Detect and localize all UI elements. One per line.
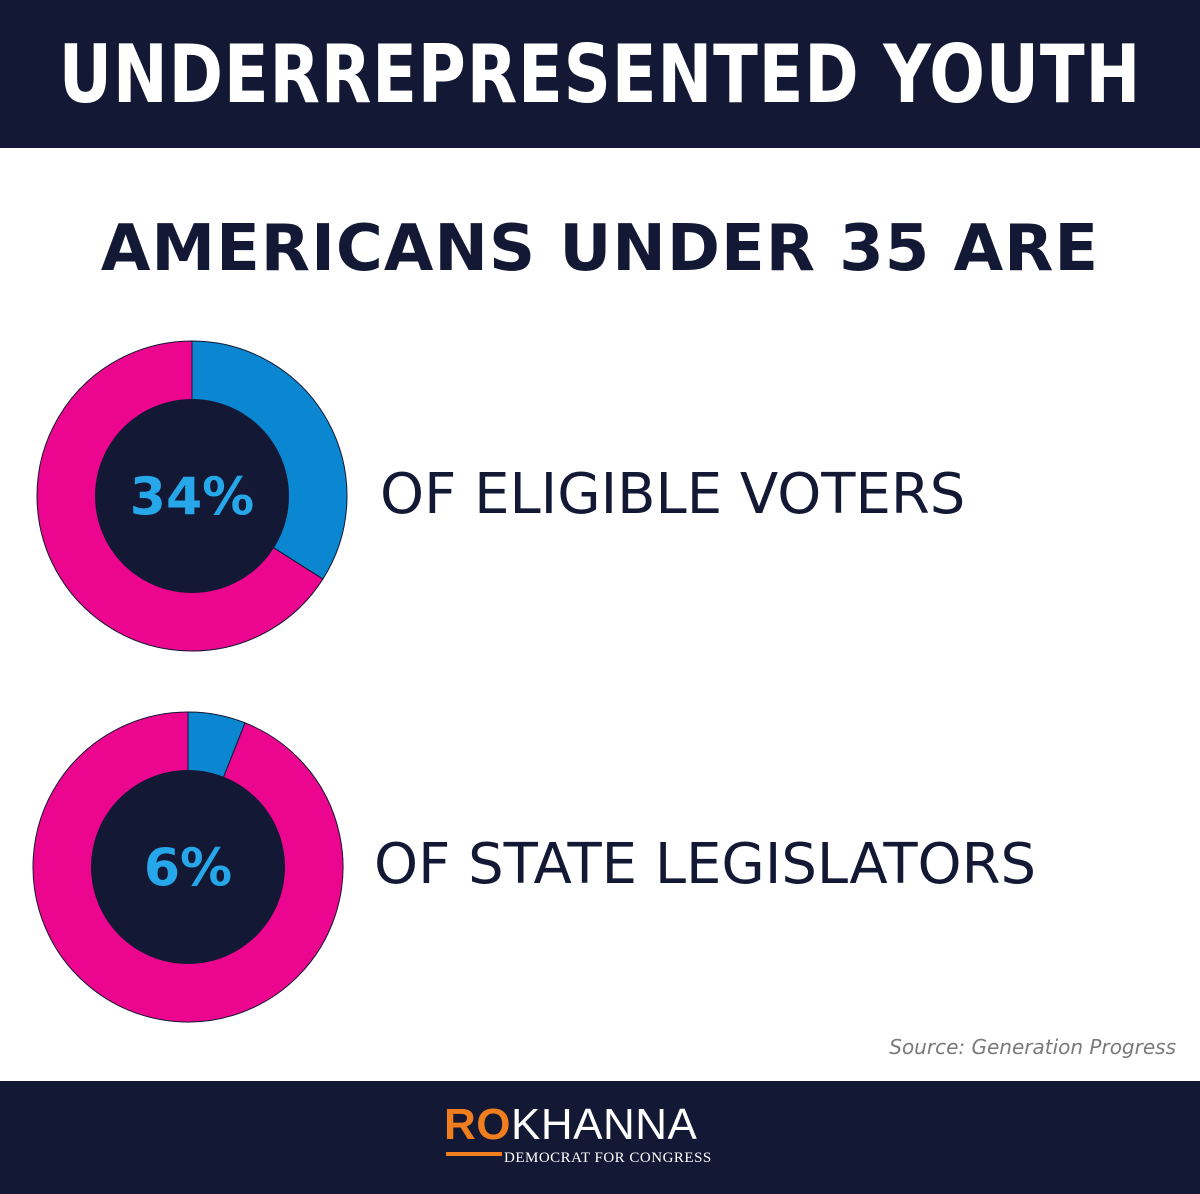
donut-percent-label: 34% bbox=[130, 468, 254, 528]
stat-label-state-legislators: OF STATE LEGISLATORS bbox=[374, 832, 1037, 897]
logo-ro: RO bbox=[444, 1100, 511, 1149]
donut-percent-label: 6% bbox=[144, 839, 232, 899]
logo-wordmark: ROKHANNA bbox=[444, 1100, 697, 1150]
footer-bar bbox=[0, 1081, 1200, 1194]
source-note: Source: Generation Progress bbox=[889, 1035, 1176, 1059]
donut-chart-state-legislators: 6% bbox=[32, 711, 344, 1023]
subtitle: AMERICANS UNDER 35 ARE bbox=[100, 212, 1100, 286]
donut-chart-eligible-voters: 34% bbox=[36, 340, 348, 652]
donut-center bbox=[95, 399, 289, 593]
logo: ROKHANNA DEMOCRAT FOR CONGRESS bbox=[444, 1100, 764, 1174]
donut-center bbox=[91, 770, 285, 964]
logo-tagline: DEMOCRAT FOR CONGRESS bbox=[504, 1150, 712, 1166]
page-title: UNDERREPRESENTED YOUTH bbox=[58, 27, 1142, 121]
stat-label-eligible-voters: OF ELIGIBLE VOTERS bbox=[380, 462, 966, 527]
logo-underline bbox=[446, 1152, 502, 1156]
logo-khanna: KHANNA bbox=[511, 1100, 698, 1149]
header-bar: UNDERREPRESENTED YOUTH bbox=[0, 0, 1200, 148]
